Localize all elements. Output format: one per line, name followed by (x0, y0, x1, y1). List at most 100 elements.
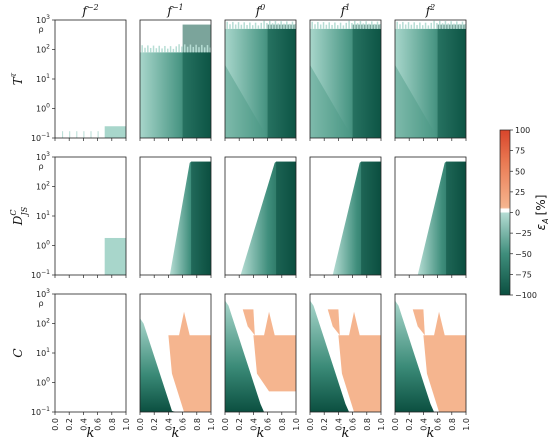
heatmap-region (182, 24, 211, 138)
heatmap-region (322, 22, 325, 29)
x-tick-label: 0.6 (179, 418, 188, 431)
heatmap-region (338, 311, 381, 412)
x-tick-label: 0.2 (235, 418, 244, 431)
x-tick-label: 0.4 (79, 418, 88, 431)
y-axis-label: ρ (38, 162, 43, 171)
heatmap-region (195, 44, 197, 53)
heatmap-region (225, 64, 268, 138)
x-tick-label: 0.0 (391, 418, 400, 431)
heatmap-region (336, 25, 339, 29)
heatmap-region (291, 21, 294, 29)
y-tick-label: 100 (36, 240, 50, 251)
x-tick-label: 0.6 (94, 418, 103, 431)
y-tick-label: 101 (36, 73, 50, 84)
heatmap-region (161, 48, 163, 53)
x-tick-label: 0.2 (320, 418, 329, 431)
heatmap-panel (309, 19, 382, 141)
heatmap-region (263, 20, 265, 29)
heatmap-region (152, 45, 155, 53)
heatmap-region (271, 23, 274, 29)
heatmap-region (280, 21, 282, 29)
heatmap-region (189, 44, 192, 53)
heatmap-region (251, 25, 254, 29)
heatmap-panel (52, 19, 127, 141)
colorbar-tick-label: −50 (515, 250, 532, 259)
y-tick-label: 101 (36, 347, 50, 358)
x-tick-label: 1.0 (292, 418, 301, 431)
x-tick-label: 0.8 (363, 418, 372, 431)
heatmap-region (351, 23, 353, 29)
heatmap-region (226, 21, 228, 29)
colorbar-tick-label: −25 (515, 229, 532, 238)
heatmap-region (446, 161, 466, 275)
x-tick-label: 0.0 (306, 418, 315, 431)
heatmap-region (361, 161, 381, 275)
colorbar-tick-label: 75 (515, 147, 525, 156)
heatmap-region (286, 21, 288, 29)
heatmap-region (319, 24, 322, 29)
row-label: DC JS (9, 206, 29, 226)
x-tick-label: 0.6 (434, 418, 443, 431)
heatmap-panel (394, 19, 467, 141)
x-tick-label: 1.0 (462, 418, 471, 431)
heatmap-region (359, 21, 362, 29)
panel-frame (139, 293, 212, 413)
panel-frame (224, 293, 297, 413)
y-tick-label: 10−1 (31, 132, 50, 143)
column-title: f−2 (81, 3, 98, 18)
heatmap-panel (139, 156, 212, 278)
heatmap-region (206, 45, 209, 53)
heatmap-panel (309, 293, 382, 415)
heatmap-region (269, 20, 271, 29)
y-tick-label: 10−1 (31, 406, 50, 417)
heatmap-region (172, 48, 175, 53)
heatmap-region (325, 24, 328, 29)
heatmap-region (310, 64, 353, 138)
heatmap-region (450, 21, 452, 29)
heatmap-region (234, 24, 237, 29)
heatmap-region (331, 24, 333, 29)
svg-text:εA[%]: εA[%] (534, 195, 550, 231)
heatmap-region (416, 24, 418, 29)
x-axis-label: k (87, 426, 95, 441)
heatmap-region (243, 22, 245, 29)
x-tick-label: 0.0 (51, 418, 60, 431)
heatmap-region (253, 311, 296, 392)
heatmap-region (373, 23, 376, 29)
heatmap-panel (394, 156, 467, 278)
x-tick-label: 0.2 (65, 418, 74, 431)
heatmap-region (237, 22, 240, 29)
x-axis-label: k (172, 426, 180, 441)
heatmap-panel (224, 293, 297, 415)
heatmap-region (433, 20, 435, 29)
svg-text:Tτ: Tτ (9, 72, 25, 85)
colorbar-tick-label: 25 (515, 188, 525, 197)
heatmap-region (376, 21, 379, 29)
panel-frame (309, 19, 382, 139)
heatmap-region (192, 46, 195, 53)
row-label: C (11, 348, 25, 357)
heatmap-region (276, 161, 296, 275)
heatmap-region (164, 45, 166, 53)
heatmap-region (203, 47, 206, 53)
heatmap-region (444, 21, 447, 29)
colorbar-tick-label: −100 (515, 291, 537, 300)
x-tick-label: 0.0 (136, 418, 145, 431)
panel-frame (394, 293, 467, 413)
y-tick-label: 101 (36, 210, 50, 221)
heatmap-region (168, 311, 211, 412)
x-tick-label: 0.8 (448, 418, 457, 431)
heatmap-region (147, 45, 149, 53)
heatmap-region (368, 23, 370, 29)
heatmap-region (362, 23, 365, 29)
x-tick-label: 0.4 (164, 418, 173, 431)
heatmap-region (76, 131, 78, 138)
heatmap-region (328, 22, 330, 29)
heatmap-region (402, 21, 404, 29)
x-tick-label: 0.0 (221, 418, 230, 431)
heatmap-region (327, 309, 340, 336)
heatmap-region (461, 21, 464, 29)
heatmap-region (436, 23, 438, 29)
heatmap-panel (139, 293, 212, 415)
heatmap-region (423, 311, 466, 412)
